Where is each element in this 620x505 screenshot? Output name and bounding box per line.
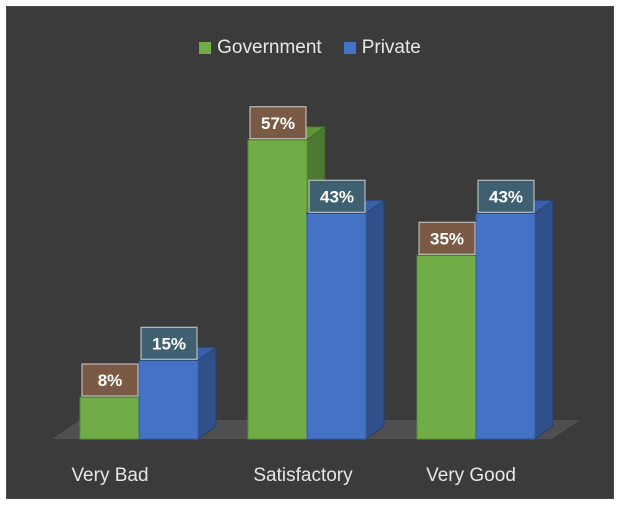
bars-group: 8% 15% 57% 43% 35% 43%: [78, 106, 555, 440]
data-label-box-government-satisfactory: [249, 106, 307, 140]
data-label-government-satisfactory: 57%: [249, 106, 307, 140]
bar-side-private-very-good: [534, 199, 554, 440]
data-label-text-government-very-good: 35%: [430, 229, 464, 248]
category-label-satisfactory: Satisfactory: [253, 465, 353, 486]
bar-side-private-very-bad: [197, 346, 217, 440]
bar-front-private-satisfactory: [306, 212, 367, 440]
data-label-private-satisfactory: 43%: [308, 179, 366, 213]
data-label-box-government-very-bad: [81, 363, 139, 397]
data-label-text-private-very-bad: 15%: [152, 334, 186, 353]
data-label-private-very-good: 43%: [477, 179, 535, 213]
legend: Government Private: [7, 37, 613, 59]
data-label-private-very-bad: 15%: [140, 326, 198, 360]
data-label-government-very-good: 35%: [418, 221, 476, 255]
bar-front-private-very-bad: [138, 359, 199, 440]
data-label-text-private-satisfactory: 43%: [320, 187, 354, 206]
bar-front-government-very-bad: [79, 396, 140, 440]
data-label-government-very-bad: 8%: [81, 363, 139, 397]
legend-label-private: Private: [361, 37, 421, 58]
bar-front-government-very-good: [416, 254, 477, 440]
legend-item-government: Government: [199, 37, 322, 59]
category-label-very-good: Very Good: [426, 465, 516, 486]
data-label-box-private-very-bad: [140, 326, 198, 360]
bar-private-very-good: [474, 199, 555, 440]
bar-private-very-bad: [137, 346, 218, 440]
data-label-text-government-very-bad: 8%: [98, 371, 123, 390]
bar-side-private-satisfactory: [365, 199, 385, 440]
bar-front-government-satisfactory: [247, 139, 308, 440]
data-label-text-private-very-good: 43%: [489, 187, 523, 206]
data-label-box-private-very-good: [477, 179, 535, 213]
bar-private-satisfactory: [305, 199, 386, 440]
category-label-very-bad: Very Bad: [71, 465, 148, 486]
data-label-box-government-very-good: [418, 221, 476, 255]
data-label-box-private-satisfactory: [308, 179, 366, 213]
legend-label-government: Government: [217, 37, 322, 58]
legend-item-private: Private: [343, 37, 421, 59]
data-label-text-government-satisfactory: 57%: [261, 114, 295, 133]
bar-front-private-very-good: [475, 212, 536, 440]
plot-svg: Very Bad Satisfactory Very Good 8% 15% 57%…: [52, 106, 580, 486]
legend-swatch-government: [199, 42, 212, 54]
legend-swatch-private: [343, 42, 356, 54]
chart-area: Government Private Very Bad Satisfactory…: [6, 6, 614, 499]
